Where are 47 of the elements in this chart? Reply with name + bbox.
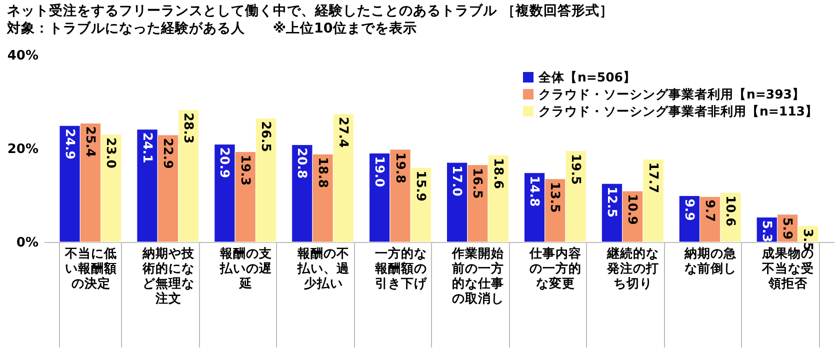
x-tick-label: 一方的な報酬額の引き下げ — [374, 246, 428, 290]
data-label: 12.5 — [604, 186, 620, 218]
data-label: 17.0 — [450, 166, 466, 197]
data-label: 19.8 — [393, 152, 408, 184]
x-tick-label: 作業開始前の一方的な仕事の取消し — [451, 246, 506, 306]
x-tick-label: 不当に低い報酬額の決定 — [64, 246, 117, 290]
x-tick-label: 納期や技術的になど無理な注文 — [141, 246, 196, 306]
legend-label: 全体【n=506】 — [538, 69, 636, 84]
x-tick-label: 納期の急な前倒し — [684, 246, 738, 276]
data-label: 24.9 — [62, 128, 78, 160]
data-label: 19.0 — [372, 156, 388, 188]
data-label: 5.9 — [780, 217, 796, 240]
chart-title: ネット受注をするフリーランスとして働く中で、経験したことのあるトラブル ［複数回答形式］ — [6, 2, 614, 19]
data-label: 9.9 — [682, 198, 698, 221]
x-tick-label: 仕事内容の一方的な変更 — [528, 246, 582, 290]
y-tick-label: 0% — [16, 236, 38, 250]
data-label: 24.1 — [140, 132, 156, 164]
legend-label: クラウド・ソーシング事業者非利用【n=113】 — [538, 103, 818, 118]
data-label: 23.0 — [104, 137, 120, 169]
data-label: 16.5 — [470, 168, 486, 199]
data-label: 22.9 — [160, 138, 176, 169]
data-label: 3.5 — [801, 228, 816, 251]
chart-subtitle: 対象：トラブルになった経験がある人 ※上位10位までを表示 — [6, 20, 417, 36]
data-label: 15.9 — [414, 170, 429, 202]
data-label: 5.3 — [760, 220, 775, 242]
data-label: 13.5 — [548, 182, 564, 213]
data-label: 25.4 — [83, 126, 98, 158]
x-tick-label: 継続的な発注の打ち切り — [606, 246, 660, 290]
data-label: 20.8 — [295, 148, 310, 179]
data-label: 27.4 — [336, 116, 352, 148]
data-label: 18.6 — [491, 158, 506, 190]
data-label: 10.9 — [626, 194, 641, 225]
data-label: 14.8 — [528, 176, 543, 207]
data-label: 10.6 — [724, 195, 739, 227]
data-label: 19.5 — [568, 154, 584, 185]
data-label: 28.3 — [182, 112, 197, 144]
x-tick-label: 報酬の支払いの遅延 — [218, 246, 273, 290]
legend-label: クラウド・ソーシング事業者利用【n=393】 — [538, 86, 805, 102]
data-label: 18.8 — [316, 157, 331, 188]
data-label: 19.3 — [238, 154, 254, 186]
x-tick-label: 報酬の不払い、過少払い — [296, 246, 350, 290]
data-label: 26.5 — [259, 121, 274, 152]
data-label: 17.7 — [646, 162, 662, 194]
data-label: 20.9 — [218, 147, 233, 178]
y-tick-label: 40% — [7, 48, 38, 64]
data-label: 9.7 — [703, 200, 718, 222]
y-tick-label: 20% — [7, 142, 38, 157]
